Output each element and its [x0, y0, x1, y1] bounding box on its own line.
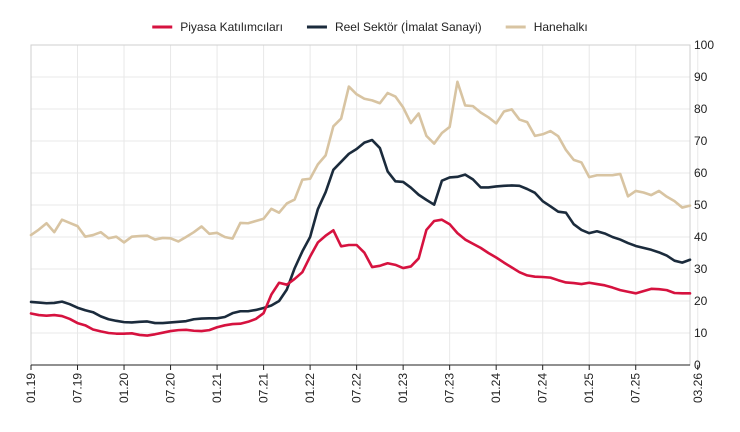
- y-tick-label: 20: [694, 294, 708, 308]
- x-tick-label: 07.24: [536, 373, 550, 403]
- y-tick-label: 0: [694, 358, 701, 372]
- series-line: [29, 80, 692, 244]
- y-tick-label: 10: [694, 326, 708, 340]
- legend-label: Piyasa Katılımcıları: [180, 20, 283, 34]
- y-tick-label: 70: [694, 134, 708, 148]
- legend: Piyasa Katılımcıları Reel Sektör (İmalat …: [152, 20, 588, 34]
- x-tick-label: 01.24: [489, 373, 503, 403]
- series-lines: [29, 80, 692, 337]
- legend-item: Piyasa Katılımcıları: [152, 20, 283, 34]
- y-tick-label: 100: [694, 38, 714, 52]
- series-line: [29, 138, 692, 325]
- legend-label: Hanehalkı: [534, 20, 588, 34]
- x-tick-label: 01.25: [582, 373, 596, 403]
- y-tick-label: 30: [694, 262, 708, 276]
- y-tick-label: 50: [694, 198, 708, 212]
- y-tick-label: 90: [694, 70, 708, 84]
- y-tick-label: 60: [694, 166, 708, 180]
- y-tick-label: 80: [694, 102, 708, 116]
- x-tick-label: 01.23: [396, 373, 410, 403]
- series-line: [29, 218, 692, 337]
- legend-item: Hanehalkı: [505, 20, 588, 34]
- x-tick-label: 01.21: [210, 373, 224, 403]
- gridlines: [31, 45, 699, 365]
- x-tick-label: 07.20: [164, 373, 178, 403]
- x-tick-label: 01.19: [24, 373, 38, 403]
- x-tick-label: 07.25: [629, 373, 643, 403]
- x-axis: 01.19 07.19 01.20 07.20 01.21 07.21 01.22 07.22…: [24, 364, 705, 403]
- legend-label: Reel Sektör (İmalat Sanayi): [335, 20, 482, 34]
- x-tick-label: 07.21: [257, 373, 271, 403]
- legend-item: Reel Sektör (İmalat Sanayi): [306, 20, 482, 34]
- x-tick-label: 01.20: [117, 373, 131, 403]
- y-tick-label: 40: [694, 230, 708, 244]
- x-tick-label: 01.22: [303, 373, 317, 403]
- x-tick-label: 07.22: [350, 373, 364, 403]
- x-tick-label: 03.26: [691, 373, 705, 403]
- x-tick-label: 07.19: [71, 373, 85, 403]
- x-tick-label: 07.23: [443, 373, 457, 403]
- y-axis: 0 10 20 30 40 50 60 70 80 90 100: [694, 38, 714, 372]
